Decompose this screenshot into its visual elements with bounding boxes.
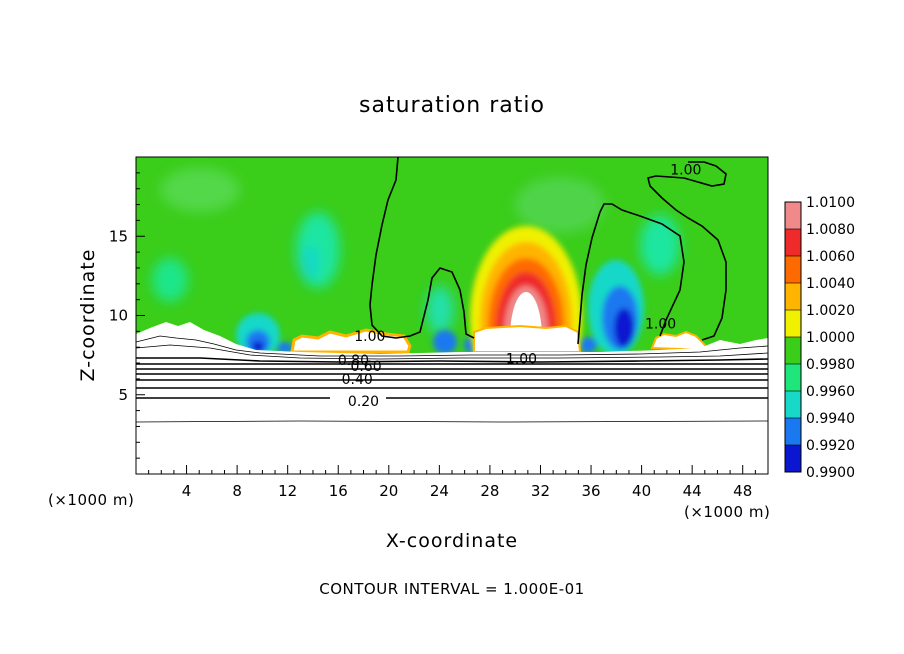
colorbar-label: 1.0020 [806,303,855,319]
x-unit-left: (×1000 m) [48,491,134,509]
cyan-patch [426,286,454,334]
y-tick-label: 10 [109,307,128,325]
x-tick-label: 36 [581,482,600,500]
contour-label: 1.00 [645,316,676,332]
field-layer [136,157,768,474]
colorbar-label: 0.9980 [806,357,855,373]
x-tick-label: 16 [329,482,348,500]
x-tick-label: 40 [632,482,651,500]
colorbar-swatch [785,391,801,418]
contour-line [136,344,768,360]
subsat-lobe-blue [614,308,634,348]
x-tick-label: 4 [182,482,192,500]
colorbar-swatch [785,337,801,364]
colorbar-swatch [785,256,801,283]
colorbar-swatch [785,202,801,229]
contour-label: 1.00 [670,163,701,179]
contour-label: 0.80 [338,353,369,369]
unity-contours [369,157,727,345]
cyan-patch [301,244,319,280]
colorbar: 1.0100 1.0080 1.0060 1.0040 1.0020 1.0000 0.99… [784,195,855,481]
light-green-patch [160,168,240,212]
colorbar-label: 0.9920 [806,438,855,454]
y-tick-label: 15 [109,227,128,245]
contour-labels: 1.00 1.00 1.00 1.00 0.800.600.40 0.20 [338,163,702,410]
x-axis-label: X-coordinate [386,530,518,552]
contour-label: 0.20 [348,394,379,410]
cyan-patch [296,212,340,288]
x-unit-right: (×1000 m) [684,503,770,521]
colorbar-label: 0.9940 [806,411,855,427]
subsat-lobe-blue [579,337,597,353]
contour-label: 1.00 [506,351,537,367]
cloud-center [473,324,582,353]
x-tick-label: 12 [278,482,297,500]
contour-line [647,161,727,341]
contour-line [577,203,685,345]
y-axis-label: Z-coordinate [77,249,99,382]
contour-label: 0.40 [342,372,373,388]
light-green-patch [515,177,605,233]
x-tick-label: 20 [379,482,398,500]
colorbar-swatch [785,310,801,337]
y-tick-label: 5 [118,386,128,404]
colorbar-swatch [785,283,801,310]
x-tick-label: 28 [480,482,499,500]
colorbar-label: 0.9960 [806,384,855,400]
colorbar-label: 1.0000 [806,330,855,346]
chart-title: saturation ratio [359,93,545,118]
contour-label: 0.60 [350,359,381,375]
colorbar-label: 1.0060 [806,249,855,265]
contour-line [136,335,768,357]
colorbar-swatch [785,229,801,256]
x-tick-label: 24 [430,482,449,500]
contour-interval-footer: CONTOUR INTERVAL = 1.000E-01 [319,580,584,598]
contour-line [136,420,768,423]
contour-line [369,157,475,339]
colorbar-label: 1.0100 [806,195,855,211]
contour-label: 1.00 [354,329,385,345]
colorbar-swatch [785,418,801,445]
x-tick-label: 44 [683,482,702,500]
x-tick-label: 48 [733,482,752,500]
y-axis: 5 10 15 [109,172,145,459]
colorbar-swatch [785,364,801,391]
colorbar-label: 1.0080 [806,222,855,238]
contour-line [136,357,768,363]
colorbar-label: 1.0040 [806,276,855,292]
lower-contours [136,335,768,423]
subsat-lobe-blue [277,342,293,354]
subsat-lobe-blue [433,330,457,354]
x-tick-label: 8 [232,482,242,500]
colorbar-label: 0.9900 [806,465,855,481]
colorbar-swatch [785,445,801,472]
x-axis: 4 8 12 16 20 24 28 32 36 40 44 48 [148,465,756,500]
x-tick-label: 32 [531,482,550,500]
cyan-patch [152,258,188,302]
